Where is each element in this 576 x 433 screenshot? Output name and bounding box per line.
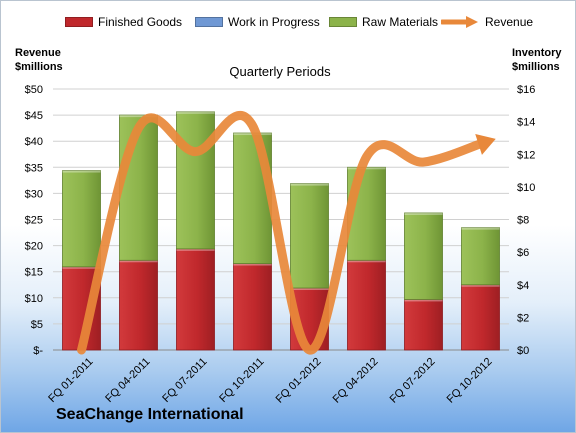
legend-label-raw-materials: Raw Materials	[362, 15, 439, 29]
bar-raw-materials	[119, 114, 158, 261]
bar-highlight	[233, 263, 272, 266]
right-axis-tick-label: $16	[517, 84, 535, 96]
bar-highlight	[176, 111, 215, 114]
left-axis-tick-label: $30	[25, 188, 43, 200]
left-axis-tick-label: $50	[25, 84, 43, 96]
bar-finished-goods	[176, 248, 215, 351]
legend-label-revenue: Revenue	[485, 15, 534, 29]
x-axis-tick-label: FQ 04-2011	[103, 356, 152, 405]
bar-highlight	[461, 227, 500, 230]
bar-raw-materials	[290, 183, 329, 289]
right-axis-tick-label: $14	[517, 117, 535, 129]
left-axis-title-line1: Revenue	[15, 47, 61, 59]
bar-raw-materials	[176, 111, 215, 250]
legend-label-work-in-progress: Work in Progress	[228, 15, 320, 29]
bar-highlight	[119, 115, 158, 118]
bar-highlight	[290, 288, 329, 291]
left-axis-tick-label: $10	[25, 293, 43, 305]
right-axis-tick-label: $12	[517, 149, 535, 161]
left-axis-title: Revenue $millions	[15, 46, 63, 74]
left-axis-tick-label: $35	[25, 162, 43, 174]
bar-raw-materials	[461, 227, 500, 286]
bar-highlight	[404, 212, 443, 215]
bar-highlight	[347, 260, 386, 263]
legend-label-finished-goods: Finished Goods	[98, 15, 183, 29]
bar-finished-goods	[119, 259, 158, 351]
bar-highlight	[404, 299, 443, 302]
left-axis-tick-label: $25	[25, 215, 43, 227]
right-axis-tick-label: $2	[517, 312, 529, 324]
chart-title: Quarterly Periods	[229, 64, 331, 79]
x-axis-tick-label: FQ 04-2012	[331, 356, 381, 406]
right-axis-title-line2: $millions	[512, 61, 560, 73]
bar-highlight	[347, 167, 386, 170]
bar-highlight	[62, 170, 101, 173]
revenue-line	[77, 111, 485, 355]
company-name: SeaChange International	[56, 406, 244, 423]
right-axis-tick-label: $10	[517, 182, 535, 194]
bar-highlight	[461, 284, 500, 287]
x-axis-tick-label: FQ 10-2012	[445, 356, 495, 406]
legend-arrow-icon	[441, 16, 478, 28]
bar-raw-materials	[404, 212, 443, 300]
bar-finished-goods	[347, 259, 386, 351]
left-axis-tick-label: $20	[25, 241, 43, 253]
x-axis-tick-label: FQ 07-2012	[388, 356, 438, 406]
bar-highlight	[119, 260, 158, 263]
chart-legend: Finished Goods Work in Progress Raw Mate…	[1, 15, 575, 35]
bar-finished-goods	[404, 299, 443, 351]
x-axis-tick-label: FQ 01-2012	[274, 356, 324, 406]
right-axis-tick-label: $0	[517, 345, 529, 357]
right-axis-tick-label: $8	[517, 215, 529, 227]
x-axis-tick-label: FQ 01-2011	[46, 356, 95, 405]
left-axis-title-line2: $millions	[15, 61, 63, 73]
bar-raw-materials	[62, 170, 101, 268]
bar-highlight	[176, 248, 215, 251]
right-axis-title: Inventory $millions	[512, 46, 562, 74]
bar-finished-goods	[461, 284, 500, 351]
right-axis-tick-label: $6	[517, 247, 529, 259]
bar-highlight	[290, 183, 329, 186]
x-axis-tick-label: FQ 10-2011	[217, 356, 266, 405]
left-axis-tick-label: $15	[25, 267, 43, 279]
revenue-arrow-head	[475, 133, 496, 155]
left-axis-tick-label: $40	[25, 136, 43, 148]
left-axis-tick-label: $5	[31, 319, 43, 331]
bar-highlight	[62, 266, 101, 269]
right-axis-tick-label: $4	[517, 280, 529, 292]
left-axis-tick-label: $45	[25, 110, 43, 122]
legend-swatch-finished-goods	[65, 17, 93, 27]
right-axis-title-line1: Inventory	[512, 47, 562, 59]
legend-item-raw-materials: Raw Materials	[329, 15, 438, 29]
legend-swatch-raw-materials	[329, 17, 357, 27]
left-axis-tick-label: $-	[33, 345, 43, 357]
x-axis-tick-label: FQ 07-2011	[160, 356, 209, 405]
revenue-line-group	[77, 111, 496, 355]
legend-item-revenue: Revenue	[441, 15, 533, 29]
bar-finished-goods	[233, 263, 272, 351]
legend-item-finished-goods: Finished Goods	[65, 15, 182, 29]
legend-swatch-work-in-progress	[195, 17, 223, 27]
legend-item-work-in-progress: Work in Progress	[195, 15, 320, 29]
